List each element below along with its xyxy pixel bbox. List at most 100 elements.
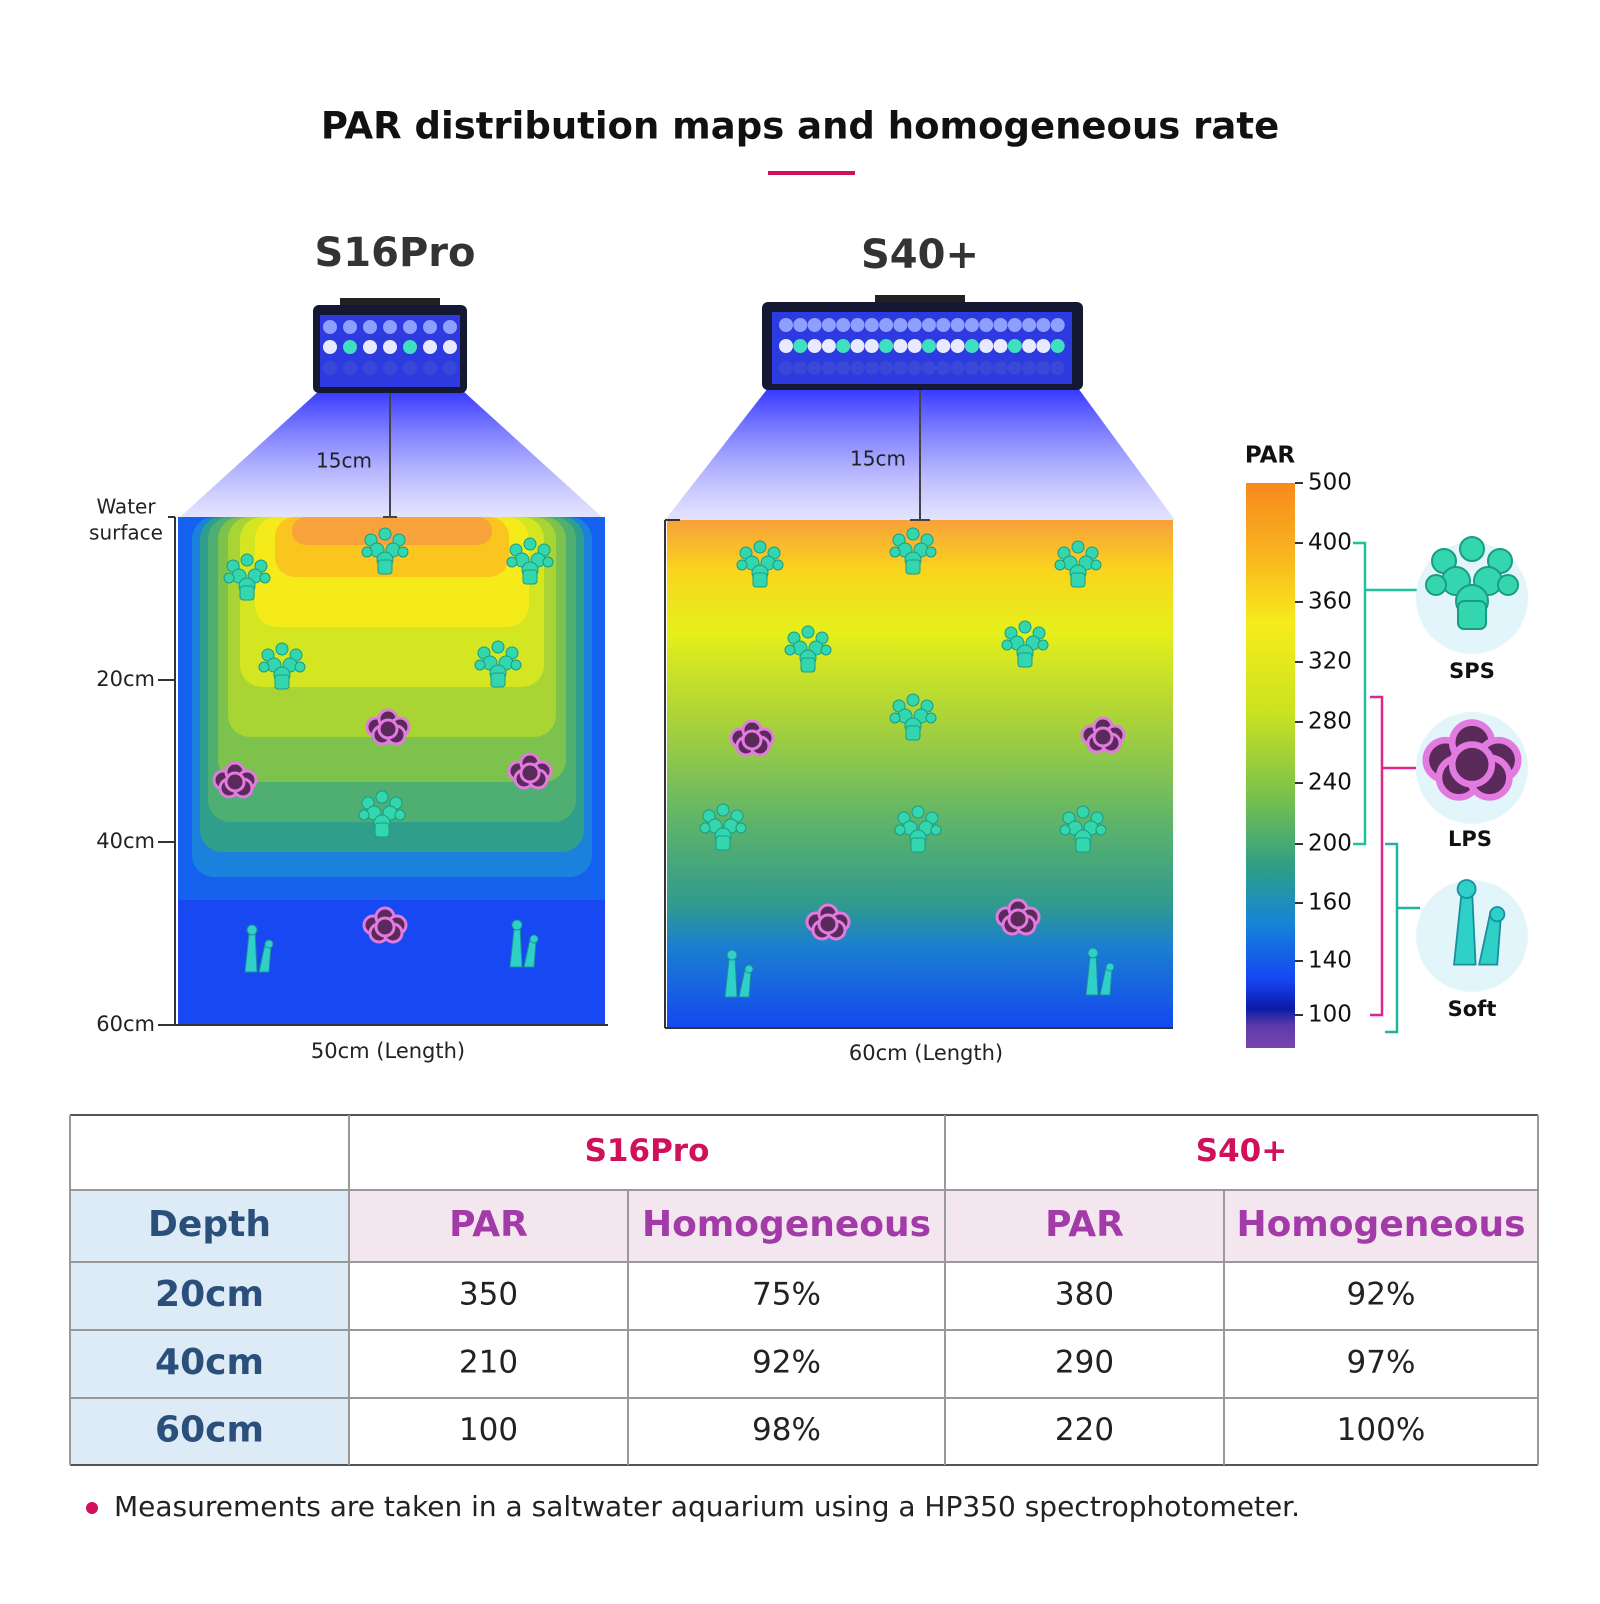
- colorbar-tick-label: 500: [1308, 470, 1352, 496]
- led: [879, 318, 894, 332]
- coral-branch: [772, 559, 784, 571]
- coral-branch: [491, 640, 505, 654]
- axis-label: Water: [96, 495, 156, 519]
- coral-lps: [212, 761, 258, 799]
- coral-branch: [1425, 574, 1447, 596]
- coral-sps: [1054, 540, 1102, 588]
- coral-polyp: [374, 916, 396, 938]
- led: [936, 318, 951, 332]
- coral-branch: [523, 537, 537, 551]
- coral-lps: [362, 906, 408, 944]
- table-cell: 350: [459, 1277, 518, 1313]
- led: [893, 361, 908, 375]
- coral-branch: [820, 644, 832, 656]
- led: [864, 318, 879, 332]
- coral-base: [715, 835, 731, 851]
- coral-sps: [1425, 536, 1519, 630]
- coral-branch: [361, 546, 373, 558]
- led: [922, 318, 936, 332]
- led: [907, 339, 922, 353]
- led: [793, 318, 808, 332]
- coral-sps: [474, 640, 522, 688]
- coral-sps: [1059, 805, 1107, 853]
- coral-branch: [1054, 559, 1066, 571]
- led: [993, 339, 1008, 353]
- coral-tip: [529, 934, 539, 944]
- coral-branch: [378, 527, 392, 541]
- depth-column-bg: [70, 1262, 349, 1465]
- colorbar-tick-label: 160: [1308, 890, 1352, 916]
- coral-polyp: [1007, 908, 1029, 930]
- coral-branch: [1037, 639, 1049, 651]
- coral-branch: [506, 556, 518, 568]
- coral-branch: [894, 824, 906, 836]
- coral-base: [490, 672, 506, 688]
- coral-branch: [906, 527, 920, 541]
- led: [922, 361, 936, 375]
- map-title: S16Pro: [315, 230, 476, 276]
- led: [950, 339, 965, 353]
- led: [1022, 318, 1037, 332]
- led: [343, 340, 357, 354]
- coral-branch: [1095, 824, 1107, 836]
- coral-base: [752, 572, 768, 588]
- led: [979, 318, 994, 332]
- colorbar-tick-label: 240: [1308, 770, 1352, 796]
- coral-lps: [1422, 719, 1522, 801]
- coral-tip: [744, 964, 754, 974]
- coral-branch: [735, 822, 747, 834]
- coral-soft: [724, 949, 754, 998]
- led: [1022, 361, 1037, 375]
- table-cell: 100%: [1337, 1412, 1426, 1448]
- coral-soft: [1453, 879, 1506, 966]
- coral-base: [905, 559, 921, 575]
- coral-branch: [510, 659, 522, 671]
- led: [403, 320, 417, 334]
- distance-label: 15cm: [850, 447, 906, 471]
- header-cell-bg: [70, 1190, 349, 1262]
- led: [323, 340, 337, 354]
- coral-base: [377, 559, 393, 575]
- led: [1036, 361, 1051, 375]
- title-underline: [768, 171, 855, 175]
- table-cell: 380: [1055, 1277, 1114, 1313]
- coral-base: [239, 585, 255, 601]
- coral-branch: [1497, 574, 1519, 596]
- led: [922, 339, 936, 353]
- led: [363, 361, 377, 375]
- axis-label: surface: [89, 521, 163, 545]
- led: [850, 339, 865, 353]
- group-header: S16Pro: [585, 1133, 710, 1169]
- coral-branch: [474, 659, 486, 671]
- led: [821, 339, 836, 353]
- led: [443, 320, 457, 334]
- coral-branch: [294, 661, 306, 673]
- coral-branch: [542, 556, 554, 568]
- colorbar-tick-label: 140: [1308, 948, 1352, 974]
- coral-tip: [726, 949, 738, 961]
- coral-branch: [906, 693, 920, 707]
- led: [383, 361, 397, 375]
- map-title: S40+: [861, 232, 979, 278]
- led: [907, 318, 922, 332]
- coral-base: [1070, 572, 1086, 588]
- title: PAR distribution maps and homogeneous ra…: [321, 105, 1279, 148]
- coral-sps: [506, 537, 554, 585]
- led: [836, 339, 851, 353]
- coral-sps: [361, 527, 409, 575]
- colorbar-tick-label: 200: [1308, 831, 1352, 857]
- led: [964, 361, 979, 375]
- depth-label: 60cm: [96, 1012, 155, 1036]
- colorbar: [1246, 483, 1295, 1048]
- coral-lps: [507, 752, 553, 790]
- coral-branch: [1018, 620, 1032, 634]
- led: [979, 361, 994, 375]
- led: [950, 318, 965, 332]
- depth-label: 40cm: [96, 829, 155, 853]
- coral-branch: [275, 642, 289, 656]
- coral-sps: [258, 642, 306, 690]
- led: [864, 339, 879, 353]
- range-bracket: [1353, 541, 1420, 1034]
